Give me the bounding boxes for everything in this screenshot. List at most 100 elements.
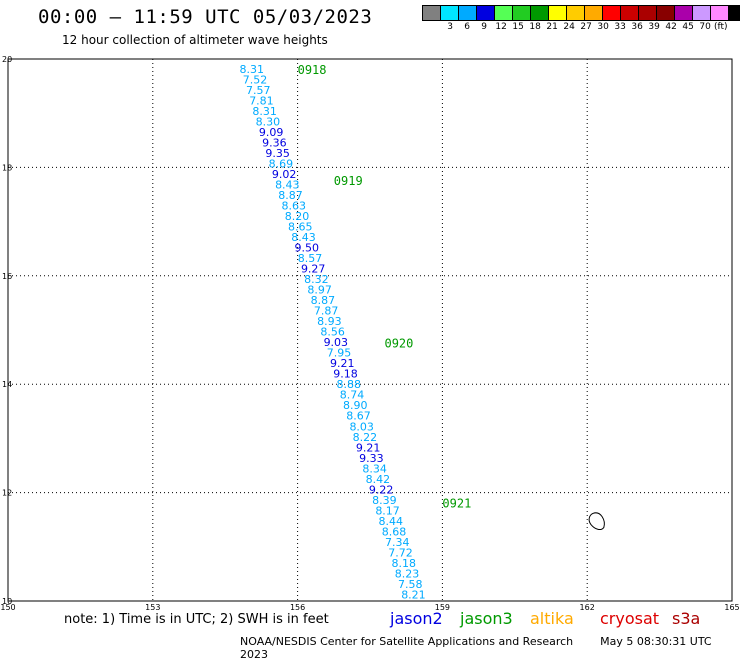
lon-tick-label: 150 [0, 603, 15, 610]
satellite-name-s3a: s3a [672, 609, 701, 628]
lat-tick-label: 10 [2, 597, 12, 606]
wave-height-value: 7.87 [314, 305, 339, 318]
legend-label: 18 [529, 22, 541, 32]
lon-tick-label: 159 [435, 603, 450, 610]
legend-label: 21 [546, 22, 558, 32]
wave-height-value: 8.18 [391, 557, 416, 570]
axis-tick-labels: 150 153 156 159 162 165 20 18 16 14 12 10 [0, 55, 739, 610]
wave-height-value: 8.23 [395, 567, 420, 580]
wave-height-value: 8.68 [382, 525, 407, 538]
legend-swatch [728, 5, 740, 21]
wave-height-value: 8.56 [320, 326, 345, 339]
lat-tick-label: 16 [2, 272, 12, 281]
wave-height-value: 8.22 [353, 431, 378, 444]
lat-tick-label: 18 [2, 163, 12, 172]
wave-height-value: 9.02 [272, 168, 297, 181]
wave-height-value: 9.18 [333, 368, 358, 381]
wave-height-value: 8.97 [307, 284, 332, 297]
satellite-name-jason2: jason2 [390, 609, 443, 628]
wave-height-value: 7.81 [249, 94, 274, 107]
color-legend: 3 6 9 12 15 18 21 24 27 30 33 36 39 42 45 70 (ft) [422, 5, 740, 32]
wave-height-value: 7.95 [327, 347, 352, 360]
wave-height-value: 8.87 [311, 294, 336, 307]
wave-height-value: 9.36 [262, 136, 287, 149]
wave-height-value: 9.22 [369, 483, 394, 496]
lon-tick-label: 156 [290, 603, 305, 610]
wave-height-value: 7.52 [243, 73, 268, 86]
wave-height-value: 9.33 [359, 452, 384, 465]
wave-height-value: 8.17 [375, 504, 400, 517]
credit-line: NOAA/NESDIS Center for Satellite Applica… [240, 635, 740, 661]
legend-label: 27 [580, 22, 592, 32]
wave-height-value: 8.93 [317, 315, 342, 328]
legend-label: 45 [682, 22, 694, 32]
wave-height-value: 8.30 [256, 115, 281, 128]
wave-height-value: 8.32 [304, 273, 329, 286]
wave-height-value: 8.03 [349, 420, 374, 433]
wave-height-value: 8.57 [298, 252, 323, 265]
wave-height-value: 7.72 [388, 546, 413, 559]
lon-tick-label: 162 [580, 603, 595, 610]
legend-label: 9 [481, 22, 487, 32]
wave-height-value: 8.44 [379, 515, 404, 528]
wave-height-value: 8.43 [291, 231, 316, 244]
wave-height-value: 9.09 [259, 126, 284, 139]
lat-tick-label: 12 [2, 489, 12, 498]
legend-label: 24 [563, 22, 575, 32]
lon-tick-label: 165 [724, 603, 739, 610]
satellite-track: 8.317.527.577.818.318.309.099.369.358.69… [239, 63, 425, 602]
wave-height-value: 8.39 [372, 494, 397, 507]
map-frame [7, 58, 733, 602]
lat-tick-label: 20 [2, 55, 12, 64]
legend-label: 36 [631, 22, 643, 32]
legend-label: 30 [597, 22, 609, 32]
wave-height-value: 9.35 [265, 147, 290, 160]
wave-height-value: 7.58 [398, 578, 423, 591]
legend-label: 33 [614, 22, 626, 32]
lat-tick-label: 14 [2, 380, 12, 389]
pass-time-label: 0919 [334, 174, 363, 188]
page-title: 00:00 – 11:59 UTC 05/03/2023 [38, 6, 373, 28]
island-coastline [588, 512, 605, 531]
wave-height-value: 9.21 [330, 357, 355, 370]
lat-lon-grid [7, 58, 733, 602]
legend-unit: (ft) [714, 22, 728, 32]
pass-time-label: 0921 [442, 496, 471, 510]
credit-text: NOAA/NESDIS Center for Satellite Applica… [240, 635, 574, 648]
wave-height-value: 8.67 [346, 410, 371, 423]
wave-height-value: 8.88 [337, 378, 362, 391]
lon-tick-label: 153 [145, 603, 160, 610]
wave-height-value: 7.57 [246, 84, 271, 97]
wave-height-value: 9.03 [324, 336, 349, 349]
legend-label: 3 [447, 22, 453, 32]
satellite-name-jason3: jason3 [460, 609, 513, 628]
wave-height-value: 8.31 [239, 63, 264, 76]
wave-height-value: 8.21 [401, 588, 426, 601]
pass-time-label: 0920 [384, 337, 413, 351]
wave-height-value: 8.42 [366, 473, 391, 486]
wave-height-value: 8.87 [278, 189, 303, 202]
wave-height-value: 8.63 [282, 199, 307, 212]
satellite-name-cryosat: cryosat [600, 609, 660, 628]
time-labels: 0918 0919 0920 0921 [298, 63, 472, 511]
wave-height-value: 8.74 [340, 389, 365, 402]
legend-label: 70 [699, 22, 711, 32]
legend-label: 42 [665, 22, 677, 32]
wave-height-value: 9.21 [356, 441, 381, 454]
pass-time-label: 0918 [298, 63, 327, 77]
wave-height-value: 8.43 [275, 178, 300, 191]
wave-height-value: 7.34 [385, 536, 410, 549]
footnote: note: 1) Time is in UTC; 2) SWH is in fe… [64, 612, 329, 627]
satellite-name-altika: altika [530, 609, 574, 628]
island-outline [588, 512, 605, 531]
wave-height-value: 9.50 [294, 242, 319, 255]
wave-height-value: 9.27 [301, 263, 326, 276]
page-subtitle: 12 hour collection of altimeter wave hei… [62, 33, 328, 47]
legend-label: 15 [512, 22, 524, 32]
legend-label: 39 [648, 22, 660, 32]
wave-height-value: 8.69 [269, 157, 294, 170]
legend-label: 6 [464, 22, 470, 32]
legend-label: 12 [495, 22, 507, 32]
wave-height-value: 8.65 [288, 220, 313, 233]
